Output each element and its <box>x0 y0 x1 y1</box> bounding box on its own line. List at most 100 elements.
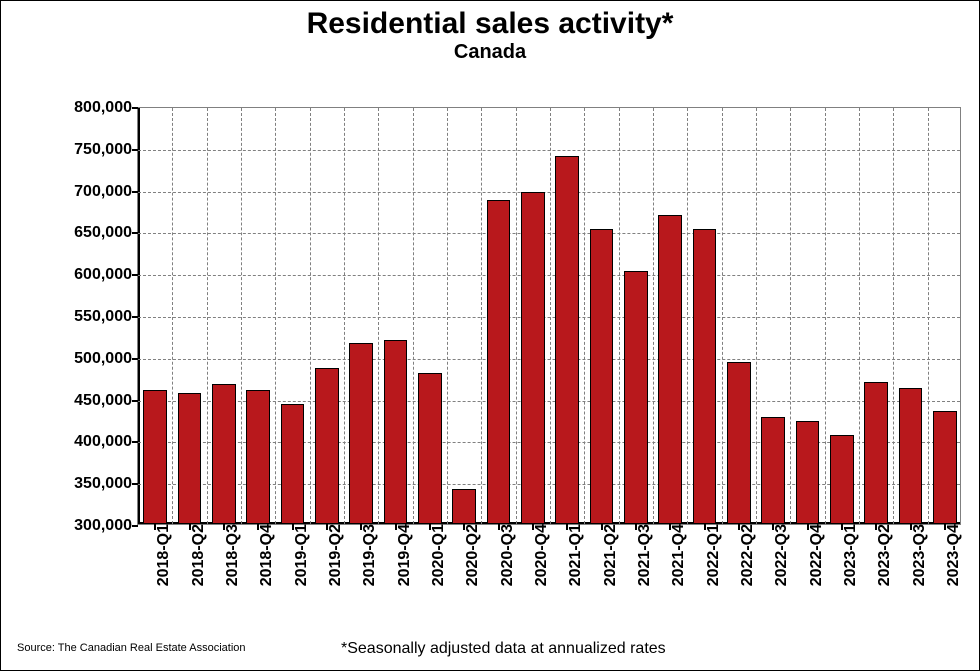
x-tick-label: 2021-Q3 <box>628 524 654 586</box>
y-tick-mark <box>132 316 138 318</box>
bar <box>487 200 510 524</box>
gridline-vertical <box>756 108 757 524</box>
bar <box>693 229 716 524</box>
gridline-vertical <box>859 108 860 524</box>
x-tick-label: 2020-Q4 <box>525 524 551 586</box>
x-tick-label: 2021-Q1 <box>559 524 585 586</box>
gridline-vertical <box>687 108 688 524</box>
chart-container: Residential sales activity* Canada 300,0… <box>9 7 971 664</box>
x-tick-label: 2020-Q1 <box>422 524 448 586</box>
x-tick-label: 2022-Q1 <box>697 524 723 586</box>
gridline-vertical <box>481 108 482 524</box>
chart-title: Residential sales activity* <box>9 7 971 41</box>
x-tick-label: 2022-Q4 <box>800 524 826 586</box>
y-tick-label: 750,000 <box>74 141 138 159</box>
bar <box>761 417 784 524</box>
gridline-vertical <box>928 108 929 524</box>
gridline-horizontal <box>138 359 960 360</box>
x-tick-label: 2023-Q4 <box>937 524 963 586</box>
plot-area: 300,000350,000400,000450,000500,000550,0… <box>137 107 961 525</box>
gridline-vertical <box>516 108 517 524</box>
gridline-vertical <box>447 108 448 524</box>
bar <box>246 390 269 524</box>
x-tick-label: 2018-Q3 <box>216 524 242 586</box>
x-tick-label: 2018-Q4 <box>250 524 276 586</box>
x-tick-label: 2019-Q2 <box>319 524 345 586</box>
gridline-vertical <box>275 108 276 524</box>
bar <box>555 156 578 524</box>
bar <box>384 340 407 524</box>
x-tick-label: 2019-Q3 <box>353 524 379 586</box>
x-tick-label: 2023-Q2 <box>868 524 894 586</box>
bar <box>349 343 372 524</box>
gridline-vertical <box>172 108 173 524</box>
bar <box>830 435 853 524</box>
bar <box>624 271 647 524</box>
x-tick-label: 2019-Q4 <box>388 524 414 586</box>
gridline-vertical <box>584 108 585 524</box>
y-tick-label: 800,000 <box>74 99 138 117</box>
gridline-vertical <box>790 108 791 524</box>
gridline-vertical <box>619 108 620 524</box>
y-tick-label: 450,000 <box>74 392 138 410</box>
gridline-horizontal <box>138 317 960 318</box>
y-tick-label: 400,000 <box>74 433 138 451</box>
gridline-horizontal <box>138 233 960 234</box>
y-tick-label: 650,000 <box>74 224 138 242</box>
gridline-vertical <box>825 108 826 524</box>
bar <box>281 404 304 524</box>
y-tick-label: 700,000 <box>74 183 138 201</box>
bar <box>143 390 166 524</box>
bar <box>796 421 819 524</box>
y-tick-mark <box>132 358 138 360</box>
gridline-vertical <box>893 108 894 524</box>
y-tick-mark <box>132 483 138 485</box>
gridline-vertical <box>241 108 242 524</box>
gridline-vertical <box>310 108 311 524</box>
bar <box>727 362 750 524</box>
chart-source: Source: The Canadian Real Estate Associa… <box>17 642 246 654</box>
y-axis-line <box>138 108 140 524</box>
x-tick-label: 2018-Q1 <box>147 524 173 586</box>
gridline-horizontal <box>138 150 960 151</box>
y-tick-mark <box>132 191 138 193</box>
y-tick-label: 300,000 <box>74 517 138 535</box>
y-tick-mark <box>132 149 138 151</box>
bar <box>178 393 201 524</box>
bar <box>418 373 441 524</box>
x-tick-label: 2022-Q3 <box>765 524 791 586</box>
bar <box>315 368 338 524</box>
y-tick-mark <box>132 274 138 276</box>
gridline-vertical <box>344 108 345 524</box>
x-tick-label: 2021-Q2 <box>594 524 620 586</box>
x-tick-label: 2023-Q3 <box>903 524 929 586</box>
y-tick-label: 600,000 <box>74 266 138 284</box>
chart-subtitle: Canada <box>9 41 971 64</box>
y-tick-label: 550,000 <box>74 308 138 326</box>
y-tick-label: 350,000 <box>74 475 138 493</box>
x-tick-label: 2020-Q3 <box>491 524 517 586</box>
x-tick-label: 2018-Q2 <box>182 524 208 586</box>
y-tick-mark <box>132 400 138 402</box>
gridline-horizontal <box>138 275 960 276</box>
gridline-vertical <box>413 108 414 524</box>
gridline-vertical <box>550 108 551 524</box>
bar <box>864 382 887 524</box>
y-tick-mark <box>132 232 138 234</box>
gridline-vertical <box>653 108 654 524</box>
x-tick-label: 2021-Q4 <box>662 524 688 586</box>
bar <box>452 489 475 524</box>
x-tick-label: 2023-Q1 <box>834 524 860 586</box>
y-tick-mark <box>132 107 138 109</box>
y-tick-label: 500,000 <box>74 350 138 368</box>
x-tick-label: 2022-Q2 <box>731 524 757 586</box>
bar <box>212 384 235 524</box>
x-tick-label: 2020-Q2 <box>456 524 482 586</box>
x-tick-label: 2019-Q1 <box>285 524 311 586</box>
bar <box>590 229 613 524</box>
bar <box>933 411 956 524</box>
bar <box>521 192 544 524</box>
gridline-vertical <box>722 108 723 524</box>
chart-footnote: *Seasonally adjusted data at annualized … <box>341 640 666 658</box>
bar <box>658 215 681 524</box>
